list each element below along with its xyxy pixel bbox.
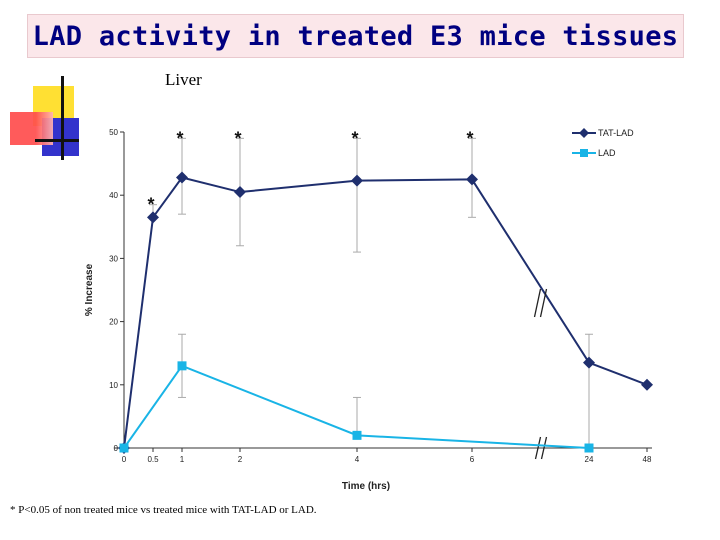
error-bars [149, 137, 593, 448]
data-point-lad [177, 361, 187, 371]
significance-markers: * * * * * [147, 128, 473, 214]
x-tick-label: 0.5 [147, 455, 159, 464]
deco-vertical-line [61, 76, 64, 160]
title-banner: LAD activity in treated E3 mice tissues [27, 14, 684, 58]
significance-star: * [176, 128, 183, 148]
series-line-lad [123, 364, 590, 449]
line-break-mark [539, 288, 548, 318]
series-markers [118, 171, 653, 454]
legend-marker-lad [580, 149, 588, 157]
x-axis-label: Time (hrs) [342, 481, 390, 492]
x-tick-label: 6 [470, 455, 475, 464]
footnote: * P<0.05 of non treated mice vs treated … [10, 504, 317, 516]
significance-star: * [234, 128, 241, 148]
data-point-lad [584, 443, 594, 453]
data-point-tat-lad [583, 356, 595, 369]
legend-label-lad: LAD [598, 148, 616, 158]
x-tick-label: 48 [643, 455, 652, 464]
y-tick-label: 30 [109, 254, 118, 263]
x-axis-break-mark [534, 436, 542, 460]
y-tick-label: 40 [109, 191, 118, 200]
x-tick-label: 0 [122, 455, 127, 464]
y-tick-label: 10 [109, 381, 118, 390]
series-lines [123, 176, 648, 449]
x-axis-break-mark [540, 436, 548, 460]
x-tick-label: 24 [585, 455, 594, 464]
x-tick-label: 2 [238, 455, 243, 464]
legend-label-tat-lad: TAT-LAD [598, 128, 634, 138]
x-tick-label: 1 [180, 455, 185, 464]
data-point-lad [352, 430, 362, 440]
series-line-tat-lad [123, 176, 648, 449]
y-tick-label: 0 [114, 444, 119, 453]
significance-star: * [466, 128, 473, 148]
data-point-tat-lad [147, 211, 159, 224]
slide-title: LAD activity in treated E3 mice tissues [32, 21, 679, 52]
significance-star: * [351, 128, 358, 148]
data-point-tat-lad [351, 174, 363, 187]
significance-star: * [147, 195, 154, 215]
chart-subtitle: Liver [165, 70, 202, 89]
line-break-mark [533, 288, 542, 318]
x-tick-label: 4 [355, 455, 360, 464]
deco-horizontal-line [35, 139, 79, 142]
data-point-tat-lad [176, 171, 188, 184]
data-point-tat-lad [641, 378, 653, 391]
y-axis-label: % Increase [84, 263, 95, 316]
y-tick-label: 20 [109, 318, 118, 327]
data-point-tat-lad [234, 186, 246, 199]
data-point-tat-lad [466, 173, 478, 186]
data-point-lad [119, 443, 129, 453]
legend-marker-tat-lad [579, 128, 589, 138]
y-tick-label: 50 [109, 128, 118, 137]
chart-legend: TAT-LAD LAD [572, 128, 634, 158]
